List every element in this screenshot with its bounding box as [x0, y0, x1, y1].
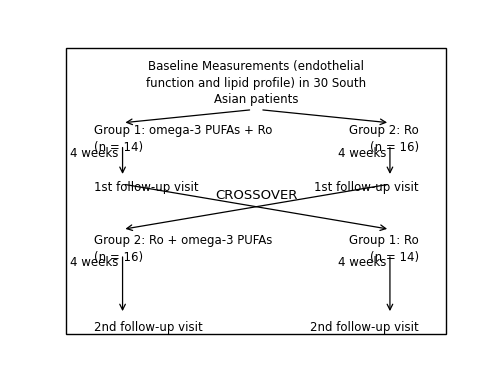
Text: Group 1: Ro
(n = 14): Group 1: Ro (n = 14) — [349, 234, 419, 264]
Text: 1st follow-up visit: 1st follow-up visit — [314, 181, 419, 194]
Text: 4 weeks: 4 weeks — [70, 147, 118, 160]
Text: 1st follow-up visit: 1st follow-up visit — [94, 181, 198, 194]
Text: Baseline Measurements (endothelial
function and lipid profile) in 30 South
Asian: Baseline Measurements (endothelial funct… — [146, 60, 366, 106]
Text: Group 2: Ro + omega-3 PUFAs
(n = 16): Group 2: Ro + omega-3 PUFAs (n = 16) — [94, 234, 272, 264]
Text: 4 weeks: 4 weeks — [70, 256, 118, 269]
Text: 4 weeks: 4 weeks — [338, 256, 386, 269]
Text: Group 2: Ro
(n = 16): Group 2: Ro (n = 16) — [349, 124, 419, 154]
Text: 2nd follow-up visit: 2nd follow-up visit — [94, 321, 202, 334]
Text: 4 weeks: 4 weeks — [338, 147, 386, 160]
Text: Group 1: omega-3 PUFAs + Ro
(n = 14): Group 1: omega-3 PUFAs + Ro (n = 14) — [94, 124, 272, 154]
Text: 2nd follow-up visit: 2nd follow-up visit — [310, 321, 419, 334]
Text: CROSSOVER: CROSSOVER — [215, 188, 298, 202]
